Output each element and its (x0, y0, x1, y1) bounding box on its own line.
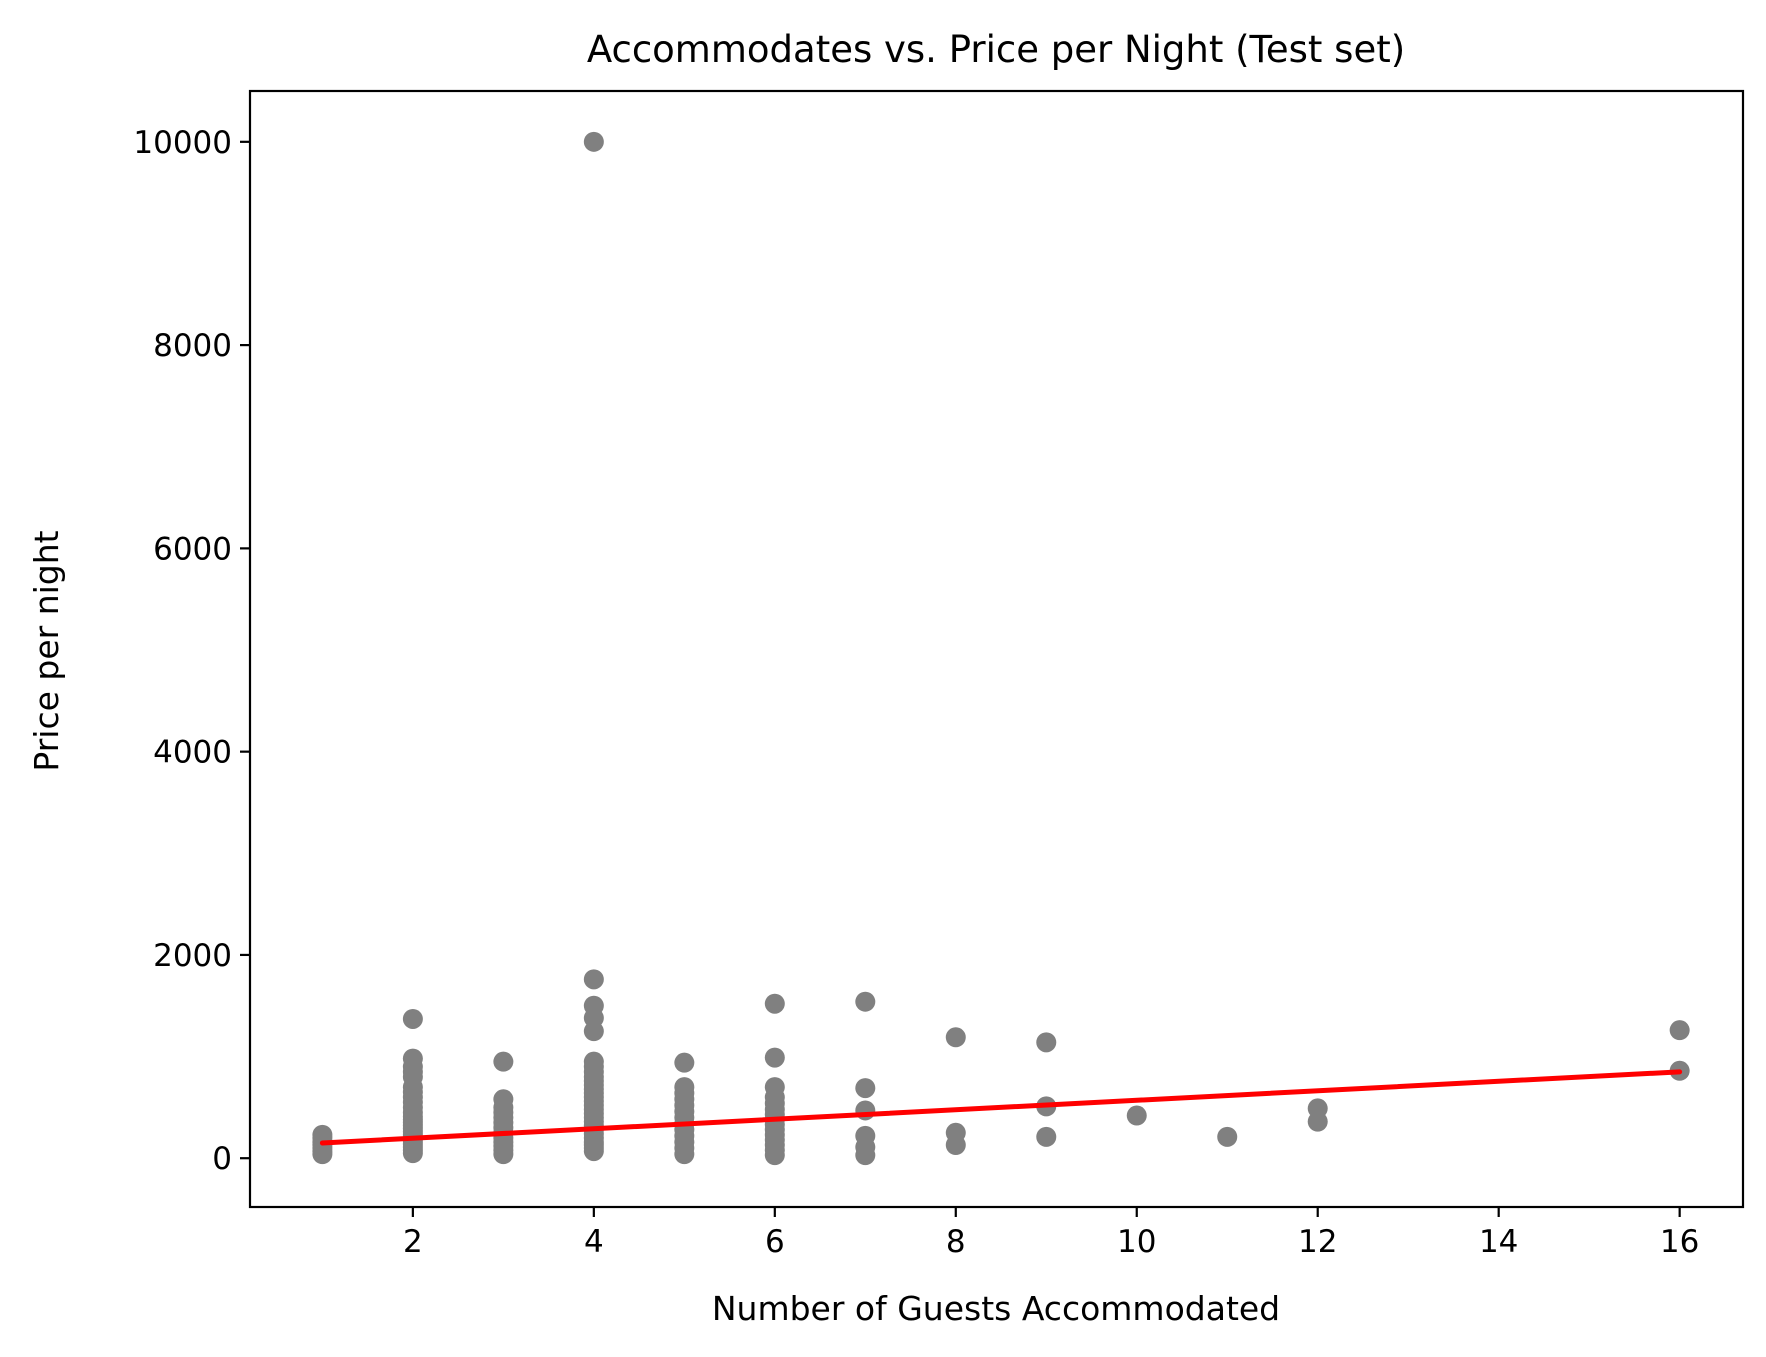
scatter-point (583, 131, 604, 152)
y-axis-label: Price per night (27, 530, 66, 771)
scatter-point (674, 1077, 695, 1098)
y-tick-label: 10000 (133, 125, 232, 161)
axis-ticks: 2 4 6 8 10 12 14 16 0 2000 4000 6000 8000 10000 (133, 125, 1699, 1260)
scatter-point (1036, 1126, 1057, 1147)
scatter-point (402, 1008, 423, 1029)
x-tick-label: 2 (403, 1224, 423, 1260)
x-tick-label: 4 (584, 1224, 604, 1260)
scatter-point (1036, 1032, 1057, 1053)
x-tick-label: 6 (765, 1224, 785, 1260)
y-tick-label: 6000 (153, 531, 232, 567)
y-tick-label: 8000 (153, 328, 232, 364)
plot-frame (248, 89, 1745, 1209)
scatter-point (1307, 1098, 1328, 1119)
x-tick-label: 12 (1298, 1224, 1337, 1260)
scatter-point (945, 1122, 966, 1143)
scatter-point (583, 1051, 604, 1072)
x-axis-label: Number of Guests Accommodated (712, 1289, 1280, 1328)
y-tick-label: 2000 (153, 938, 232, 974)
scatter-point (402, 1048, 423, 1069)
scatter-point (1217, 1126, 1238, 1147)
x-tick-label: 14 (1479, 1224, 1518, 1260)
scatter-point (583, 969, 604, 990)
scatter-point (855, 1078, 876, 1099)
scatter-point (764, 1077, 785, 1098)
scatter-point (493, 1089, 514, 1110)
scatter-point (1669, 1020, 1690, 1041)
regression-line (319, 1069, 1683, 1146)
scatter-point (855, 1125, 876, 1146)
scatter-point (855, 1100, 876, 1121)
x-tick-label: 8 (946, 1224, 966, 1260)
scatter-point (312, 1124, 333, 1145)
scatter-point (493, 1051, 514, 1072)
scatter-point (583, 995, 604, 1016)
scatter-point (1126, 1105, 1147, 1126)
regression-line-layer (319, 1069, 1683, 1146)
scatter-point (764, 993, 785, 1014)
scatter-point (674, 1052, 695, 1073)
scatter-point (764, 1047, 785, 1068)
y-tick-label: 0 (212, 1141, 232, 1177)
scatter-point (855, 991, 876, 1012)
y-tick-label: 4000 (153, 735, 232, 771)
chart-title: Accommodates vs. Price per Night (Test s… (587, 28, 1405, 71)
x-tick-label: 10 (1117, 1224, 1156, 1260)
x-tick-label: 16 (1660, 1224, 1699, 1260)
scatter-point (945, 1027, 966, 1048)
